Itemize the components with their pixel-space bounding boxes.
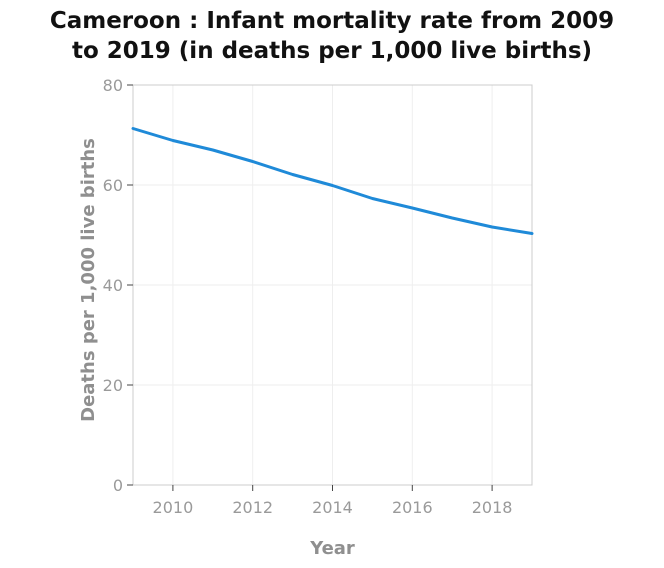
- y-axis-title: Deaths per 1,000 live births: [78, 138, 99, 422]
- x-tick-label-2010: 2010: [153, 498, 194, 517]
- y-tick-label-0: 0: [113, 476, 123, 495]
- x-tick-label-2016: 2016: [392, 498, 433, 517]
- x-axis-title: Year: [309, 538, 355, 559]
- y-tick-label-60: 60: [103, 176, 123, 195]
- y-axis: 0 20 40 60 80: [103, 76, 133, 495]
- x-axis: 2010 2012 2014 2016 2018: [153, 485, 513, 517]
- y-tick-label-40: 40: [103, 276, 123, 295]
- series: [131, 127, 534, 235]
- x-tick-label-2018: 2018: [472, 498, 513, 517]
- chart-title-line1: Cameroon : Infant mortality rate from 20…: [49, 8, 615, 34]
- chart-title: Cameroon : Infant mortality rate from 20…: [0, 6, 664, 66]
- y-tick-label-20: 20: [103, 376, 123, 395]
- series-line-0: [131, 127, 534, 235]
- x-tick-label-2014: 2014: [312, 498, 353, 517]
- chart-title-line2: to 2019 (in deaths per 1,000 live births…: [71, 38, 593, 64]
- y-tick-label-80: 80: [103, 76, 123, 95]
- x-tick-label-2012: 2012: [232, 498, 273, 517]
